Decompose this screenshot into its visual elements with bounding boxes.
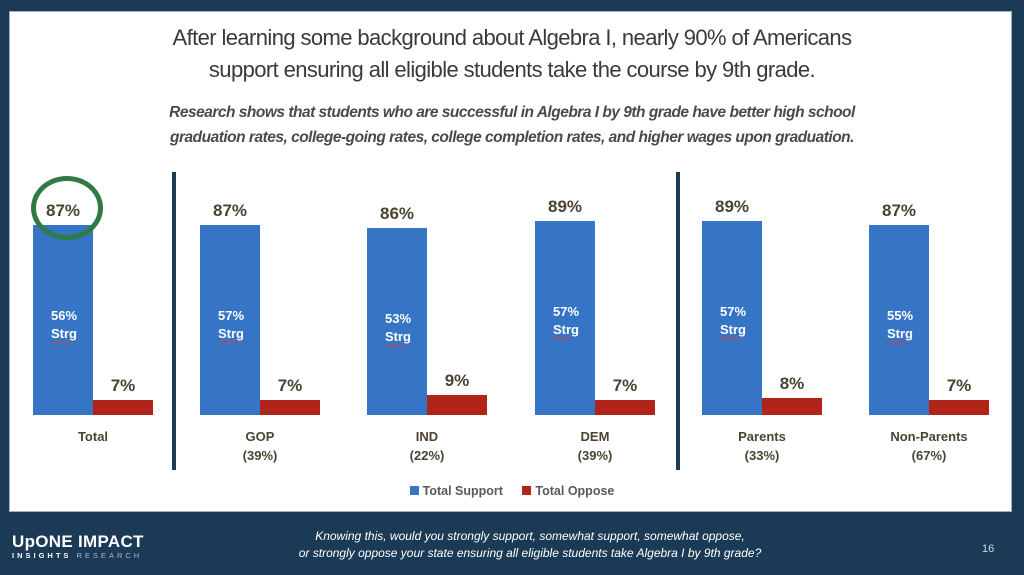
support-bar [200, 225, 260, 415]
strong-support-label: 57% Strg [541, 303, 591, 339]
oppose-value: 7% [277, 376, 303, 395]
logo-insights: INSIGHTS [12, 551, 72, 560]
oppose-bar [595, 400, 655, 415]
category-label: Total [13, 427, 173, 446]
logo-research: RESEARCH [76, 551, 143, 560]
strong-abbrev: Strg [720, 322, 746, 337]
category-share: (39%) [242, 448, 278, 463]
support-bar [869, 225, 929, 415]
subtitle-line-1: Research shows that students who are suc… [169, 104, 855, 121]
oppose-bar [93, 400, 153, 415]
category-share: (33%) [744, 448, 780, 463]
support-value: 89% [547, 197, 583, 216]
strong-abbrev: Strg [887, 326, 913, 341]
chart-legend: Total Support Total Oppose [0, 484, 1024, 498]
category-name: Non-Parents [890, 429, 968, 444]
slide-panel [9, 11, 1012, 512]
page-number: 16 [982, 543, 995, 555]
oppose-value: 9% [444, 371, 470, 390]
support-bar [535, 221, 595, 415]
bar-group: 86% 9% 53% Strg IND (22%) [367, 160, 487, 470]
category-name: DEM [580, 429, 610, 444]
legend-support-label: Total Support [422, 484, 503, 498]
legend-item-support: Total Support [409, 484, 503, 498]
strong-support-value: 55% [886, 308, 914, 323]
category-name: Total [77, 429, 109, 444]
oppose-value: 7% [110, 376, 136, 395]
support-value: 87% [212, 201, 248, 220]
strong-support-value: 56% [50, 308, 78, 323]
category-name: IND [415, 429, 439, 444]
category-label: IND (22%) [347, 427, 507, 465]
support-value: 87% [881, 201, 917, 220]
strong-support-label: 57% Strg [708, 303, 758, 339]
slide-subtitle: Research shows that students who are suc… [0, 100, 1024, 150]
title-line-2: support ensuring all eligible students t… [208, 57, 816, 82]
bar-group: 89% 8% 57% Strg Parents (33%) [702, 160, 822, 470]
strong-support-value: 57% [552, 304, 580, 319]
strong-abbrev: Strg [218, 326, 244, 341]
category-name: Parents [738, 429, 786, 444]
oppose-bar [929, 400, 989, 415]
support-swatch-icon [409, 486, 419, 495]
category-share: (67%) [911, 448, 947, 463]
bar-group: 87% 7% 55% Strg Non-Parents (67%) [869, 160, 989, 470]
support-value: 89% [714, 197, 750, 216]
support-bar [702, 221, 762, 415]
bar-group: 87% 7% 57% Strg GOP (39%) [200, 160, 320, 470]
oppose-value: 7% [946, 376, 972, 395]
support-bar [33, 225, 93, 415]
category-label: DEM (39%) [515, 427, 675, 465]
legend-oppose-label: Total Oppose [535, 484, 615, 498]
question-line-2: or strongly oppose your state ensuring a… [298, 546, 762, 560]
slide-title: After learning some background about Alg… [0, 22, 1024, 86]
group-divider-2 [676, 172, 680, 470]
category-name: GOP [245, 429, 275, 444]
oppose-value: 8% [779, 374, 805, 393]
oppose-bar [260, 400, 320, 415]
strong-support-value: 57% [217, 308, 245, 323]
category-label: GOP (39%) [180, 427, 340, 465]
category-label: Non-Parents (67%) [849, 427, 1009, 465]
strong-abbrev: Strg [385, 329, 411, 344]
logo-line-2: INSIGHTS RESEARCH [12, 551, 144, 561]
oppose-bar [762, 398, 822, 415]
company-logo: UpONE IMPACT INSIGHTS RESEARCH [12, 533, 144, 561]
category-share: (39%) [577, 448, 613, 463]
question-line-1: Knowing this, would you strongly support… [315, 529, 745, 543]
subtitle-line-2: graduation rates, college-going rates, c… [170, 129, 854, 146]
title-line-1: After learning some background about Alg… [172, 25, 853, 50]
support-value: 86% [379, 204, 415, 223]
highlight-circle [31, 176, 103, 240]
strong-abbrev: Strg [51, 326, 77, 341]
strong-support-label: 55% Strg [875, 307, 925, 343]
strong-support-value: 53% [384, 311, 412, 326]
strong-support-label: 57% Strg [206, 307, 256, 343]
strong-abbrev: Strg [553, 322, 579, 337]
legend-item-oppose: Total Oppose [522, 484, 614, 498]
group-divider-1 [172, 172, 176, 470]
category-label: Parents (33%) [682, 427, 842, 465]
logo-line-1: UpONE IMPACT [12, 532, 144, 551]
oppose-bar [427, 395, 487, 415]
strong-support-value: 57% [719, 304, 747, 319]
survey-question: Knowing this, would you strongly support… [260, 528, 800, 562]
category-share: (22%) [409, 448, 445, 463]
strong-support-label: 53% Strg [373, 310, 423, 346]
support-bar [367, 228, 427, 415]
strong-support-label: 56% Strg [39, 307, 89, 343]
bar-group: 89% 7% 57% Strg DEM (39%) [535, 160, 655, 470]
bar-group: 87% 7% 56% Strg Total [33, 160, 153, 470]
oppose-value: 7% [612, 376, 638, 395]
oppose-swatch-icon [522, 486, 532, 495]
